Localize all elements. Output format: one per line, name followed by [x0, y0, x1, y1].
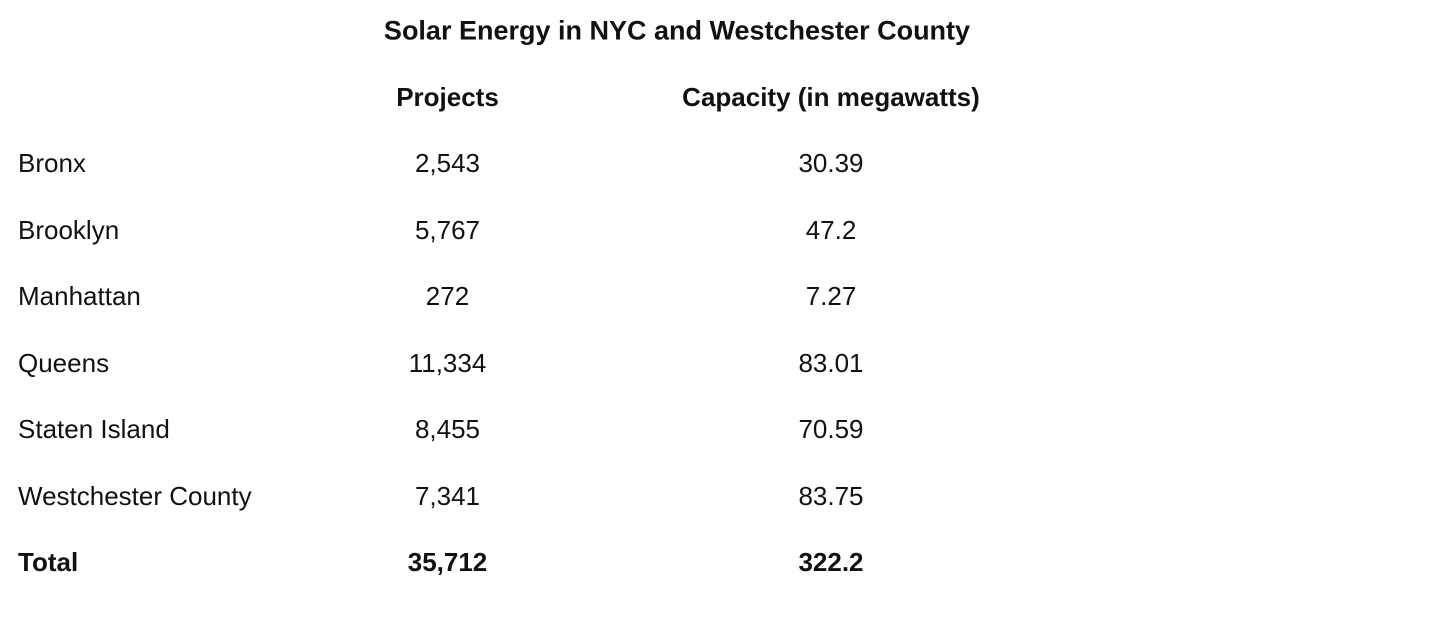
cell-value: 83.75 — [798, 480, 864, 511]
cell-value: 30.39 — [798, 148, 864, 179]
data-row: Queens 11,334 83.01 — [8, 330, 1142, 397]
cell-value: 322.2 — [798, 547, 864, 578]
data-row: Bronx 2,543 30.39 — [8, 131, 1142, 198]
data-row: Brooklyn 5,767 47.2 — [8, 197, 1142, 264]
table-title: Solar Energy in NYC and Westchester Coun… — [383, 15, 971, 46]
row-label: Staten Island — [18, 414, 170, 445]
solar-table: Projects Capacity (in megawatts) Bronx 2,… — [8, 64, 1142, 596]
cell-value: 2,543 — [414, 148, 481, 179]
cell-value: 5,767 — [414, 214, 481, 245]
cell-value: 7,341 — [414, 480, 481, 511]
cell-value: 35,712 — [407, 547, 488, 578]
row-label: Manhattan — [18, 281, 141, 312]
row-label: Bronx — [18, 148, 86, 179]
header-cell-blank — [8, 64, 375, 131]
header-cell: Projects — [396, 81, 499, 112]
cell-value: 83.01 — [798, 347, 864, 378]
cell-value: 7.27 — [805, 281, 857, 312]
row-label: Westchester County — [18, 480, 252, 511]
cell-value: 70.59 — [798, 414, 864, 445]
row-label: Total — [18, 547, 79, 578]
row-label: Brooklyn — [18, 214, 120, 245]
cell-value: 272 — [425, 281, 470, 312]
cell-value: 47.2 — [805, 214, 857, 245]
data-row: Westchester County 7,341 83.75 — [8, 463, 1142, 530]
total-row: Total 35,712 322.2 — [8, 530, 1142, 597]
data-row: Staten Island 8,455 70.59 — [8, 397, 1142, 464]
cell-value: 8,455 — [414, 414, 481, 445]
header-cell: Capacity (in megawatts) — [682, 81, 980, 112]
row-label: Queens — [18, 347, 110, 378]
header-row: Projects Capacity (in megawatts) — [8, 64, 1142, 131]
data-row: Manhattan 272 7.27 — [8, 264, 1142, 331]
cell-value: 11,334 — [408, 347, 487, 378]
